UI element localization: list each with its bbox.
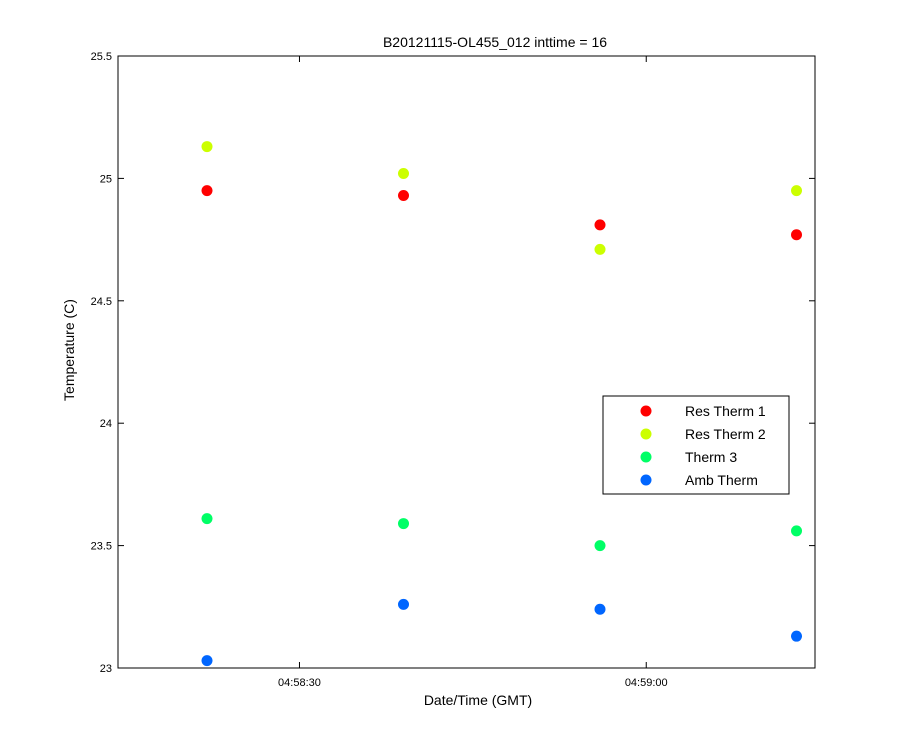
x-tick-label: 04:58:30 — [278, 677, 321, 689]
y-tick-label: 24 — [100, 418, 112, 430]
legend-label: Therm 3 — [685, 449, 737, 465]
legend-label: Res Therm 1 — [685, 403, 766, 419]
legend-box — [602, 395, 790, 495]
x-axis-label: Date/Time (GMT) — [424, 692, 532, 708]
data-point — [201, 185, 213, 197]
y-tick-label: 25 — [100, 173, 112, 185]
data-point — [398, 168, 410, 180]
y-axis: 23 23.5 24 24.5 25 25.5 — [91, 51, 815, 675]
data-point — [791, 525, 803, 537]
data-points — [201, 141, 803, 667]
legend-marker — [640, 405, 652, 417]
series-4 — [201, 598, 803, 667]
data-point — [201, 513, 213, 525]
data-point — [398, 518, 410, 530]
data-point — [594, 540, 606, 552]
legend: Res Therm 1 Res Therm 2 Therm 3 Amb Therm — [602, 395, 790, 495]
legend-marker — [640, 474, 652, 486]
legend-label: Res Therm 2 — [685, 426, 766, 442]
data-point — [201, 655, 213, 667]
data-point — [398, 598, 410, 610]
y-tick-label: 25.5 — [91, 51, 112, 63]
data-point — [398, 190, 410, 202]
data-point — [594, 219, 606, 231]
plot-area — [117, 55, 816, 669]
data-point — [791, 185, 803, 197]
legend-marker — [640, 451, 652, 463]
y-tick-label: 23 — [100, 663, 112, 675]
series-1 — [201, 185, 803, 241]
series-2 — [201, 141, 803, 255]
data-point — [201, 141, 213, 153]
y-tick-label: 24.5 — [91, 296, 112, 308]
x-axis: 04:58:30 04:59:00 — [278, 56, 668, 689]
chart-title: B20121115-OL455_012 inttime = 16 — [383, 34, 607, 50]
data-point — [594, 243, 606, 255]
x-tick-label: 04:59:00 — [625, 677, 668, 689]
y-tick-label: 23.5 — [91, 541, 112, 553]
data-point — [791, 229, 803, 241]
data-point — [594, 603, 606, 615]
legend-label: Amb Therm — [685, 472, 758, 488]
series-3 — [201, 513, 803, 552]
y-axis-label: Temperature (C) — [61, 299, 77, 401]
legend-marker — [640, 428, 652, 440]
data-point — [791, 630, 803, 642]
